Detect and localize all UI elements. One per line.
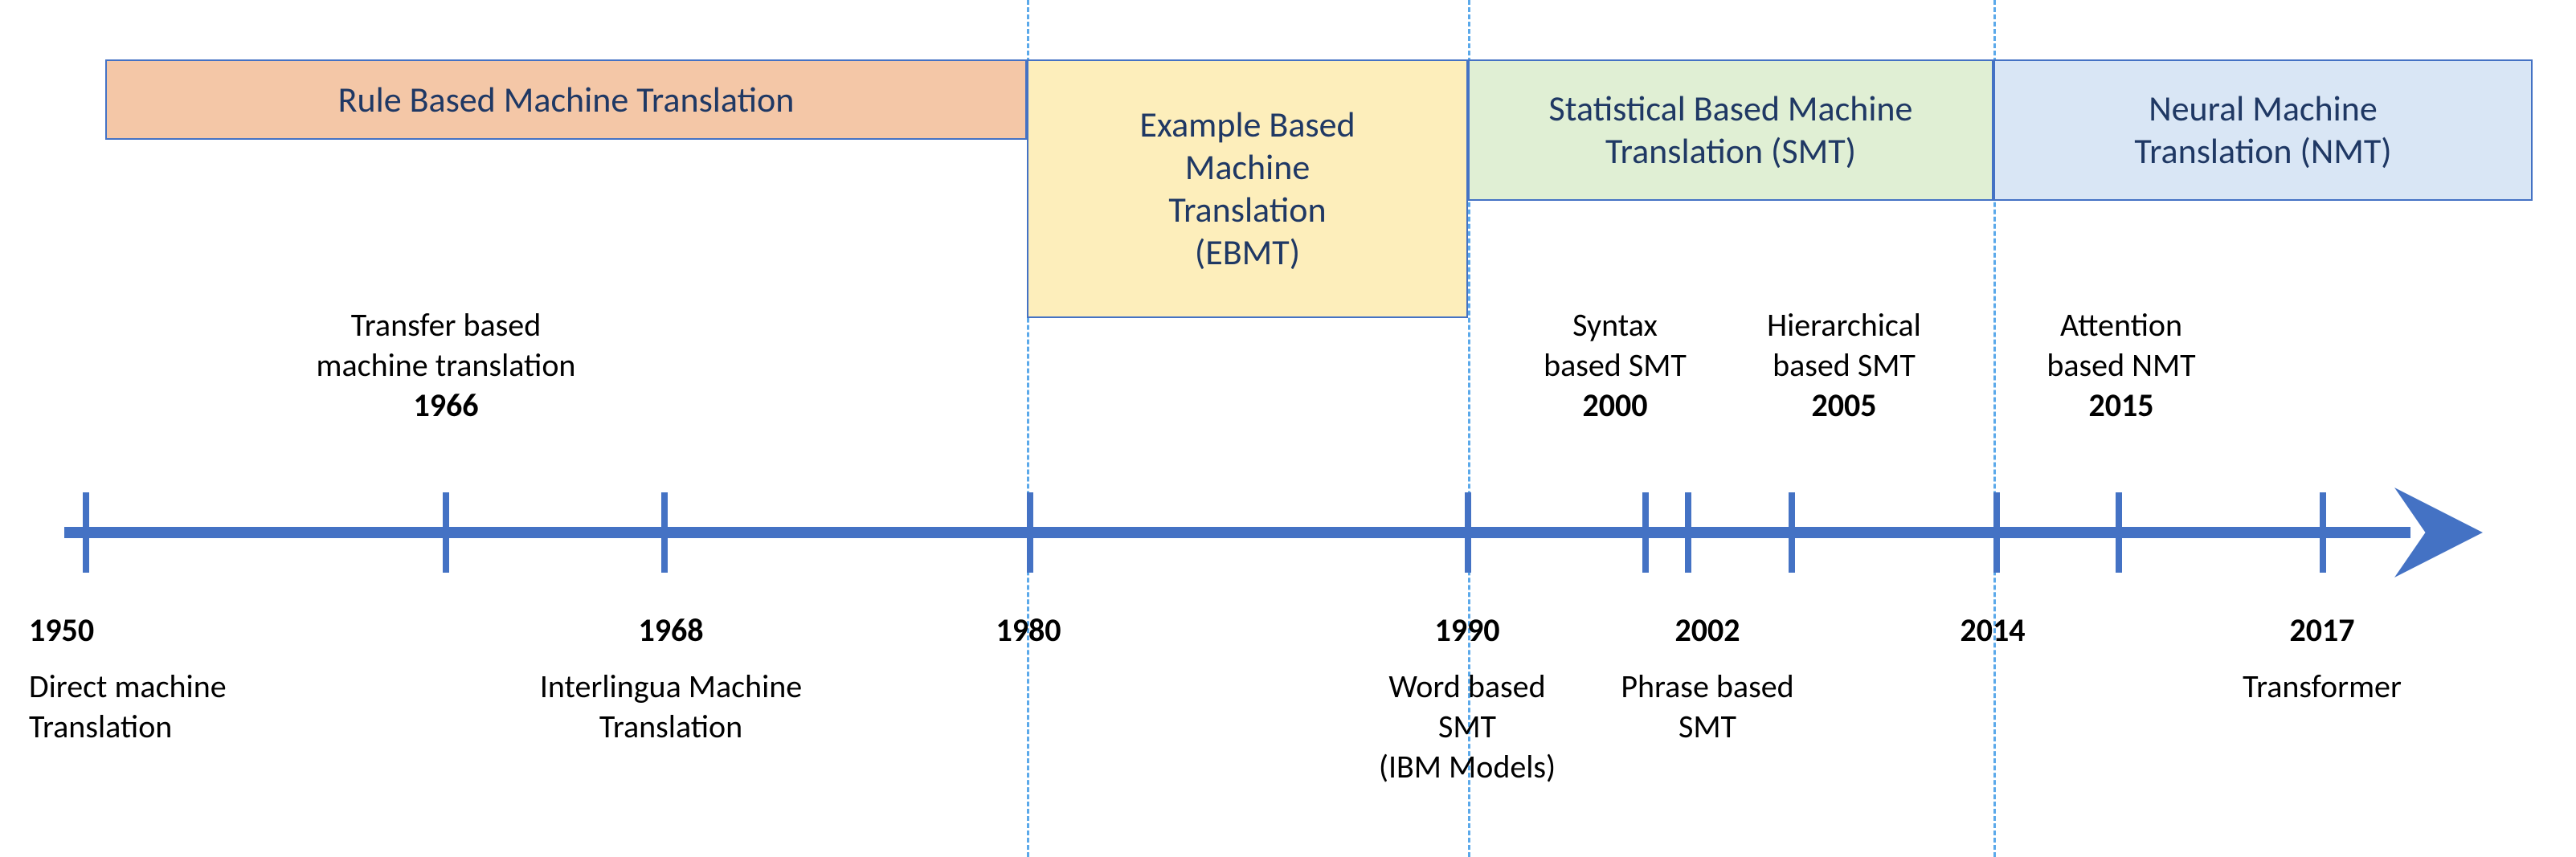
annot-2005-label: Hierarchical based SMT	[1719, 305, 1969, 386]
annot-2017-year: 2017	[2202, 610, 2443, 651]
tick-2017	[2320, 492, 2326, 573]
tick-2015	[2116, 492, 2122, 573]
annot-2015: Attention based NMT2015	[2009, 305, 2234, 426]
annot-2000-label: Syntax based SMT	[1511, 305, 1719, 386]
annot-2014-year: 2014	[1896, 610, 2089, 651]
tick-1980	[1027, 492, 1033, 573]
annot-1968: 1968 Interlingua Machine Translation	[482, 610, 860, 747]
era-rbmt-label: Rule Based Machine Translation	[338, 79, 795, 121]
annot-2017: 2017 Transformer	[2202, 610, 2443, 707]
annot-1980: 1980	[932, 610, 1125, 651]
annot-1966-year: 1966	[257, 386, 635, 426]
tick-1968	[661, 492, 668, 573]
timeline-arrow-icon	[2394, 488, 2483, 577]
annot-1980-year: 1980	[932, 610, 1125, 651]
annot-2000-year: 2000	[1511, 386, 1719, 426]
annot-1950: 1950 Direct machine Translation	[29, 610, 294, 747]
annot-2015-label: Attention based NMT	[2009, 305, 2234, 386]
annot-1950-label: Direct machine Translation	[29, 667, 294, 747]
annot-2002: 2002 Phrase based SMT	[1587, 610, 1828, 747]
annot-1968-label: Interlingua Machine Translation	[482, 667, 860, 747]
timeline-diagram: Rule Based Machine Translation Example Ba…	[0, 0, 2576, 857]
annot-2015-year: 2015	[2009, 386, 2234, 426]
annot-1966: Transfer based machine translation1966	[257, 305, 635, 426]
era-smt-label: Statistical Based Machine Translation (S…	[1549, 88, 1913, 173]
tick-2005	[1789, 492, 1795, 573]
annot-1950-year: 1950	[29, 610, 294, 651]
tick-1990	[1465, 492, 1471, 573]
era-rbmt: Rule Based Machine Translation	[105, 59, 1027, 140]
annot-2005: Hierarchical based SMT2005	[1719, 305, 1969, 426]
annot-2017-label: Transformer	[2202, 667, 2443, 707]
annot-1966-label: Transfer based machine translation	[257, 305, 635, 386]
annot-1990-label: Word based SMT (IBM Models)	[1334, 667, 1601, 787]
era-nmt-label: Neural Machine Translation (NMT)	[2134, 88, 2391, 173]
era-smt: Statistical Based Machine Translation (S…	[1468, 59, 1993, 201]
annot-1990-year: 1990	[1334, 610, 1601, 651]
annot-1968-year: 1968	[482, 610, 860, 651]
annot-1990: 1990 Word based SMT (IBM Models)	[1334, 610, 1601, 787]
tick-2014	[1993, 492, 2000, 573]
annot-2005-year: 2005	[1719, 386, 1969, 426]
era-ebmt-label: Example Based Machine Translation (EBMT)	[1139, 104, 1355, 273]
annot-2014: 2014	[1896, 610, 2089, 651]
tick-1950	[83, 492, 89, 573]
annot-2000: Syntax based SMT2000	[1511, 305, 1719, 426]
tick-2000	[1642, 492, 1649, 573]
tick-1966	[443, 492, 449, 573]
era-nmt: Neural Machine Translation (NMT)	[1993, 59, 2533, 201]
annot-2002-label: Phrase based SMT	[1587, 667, 1828, 747]
timeline-axis	[64, 527, 2410, 538]
tick-2002	[1685, 492, 1691, 573]
annot-2002-year: 2002	[1587, 610, 1828, 651]
era-ebmt: Example Based Machine Translation (EBMT)	[1027, 59, 1468, 318]
